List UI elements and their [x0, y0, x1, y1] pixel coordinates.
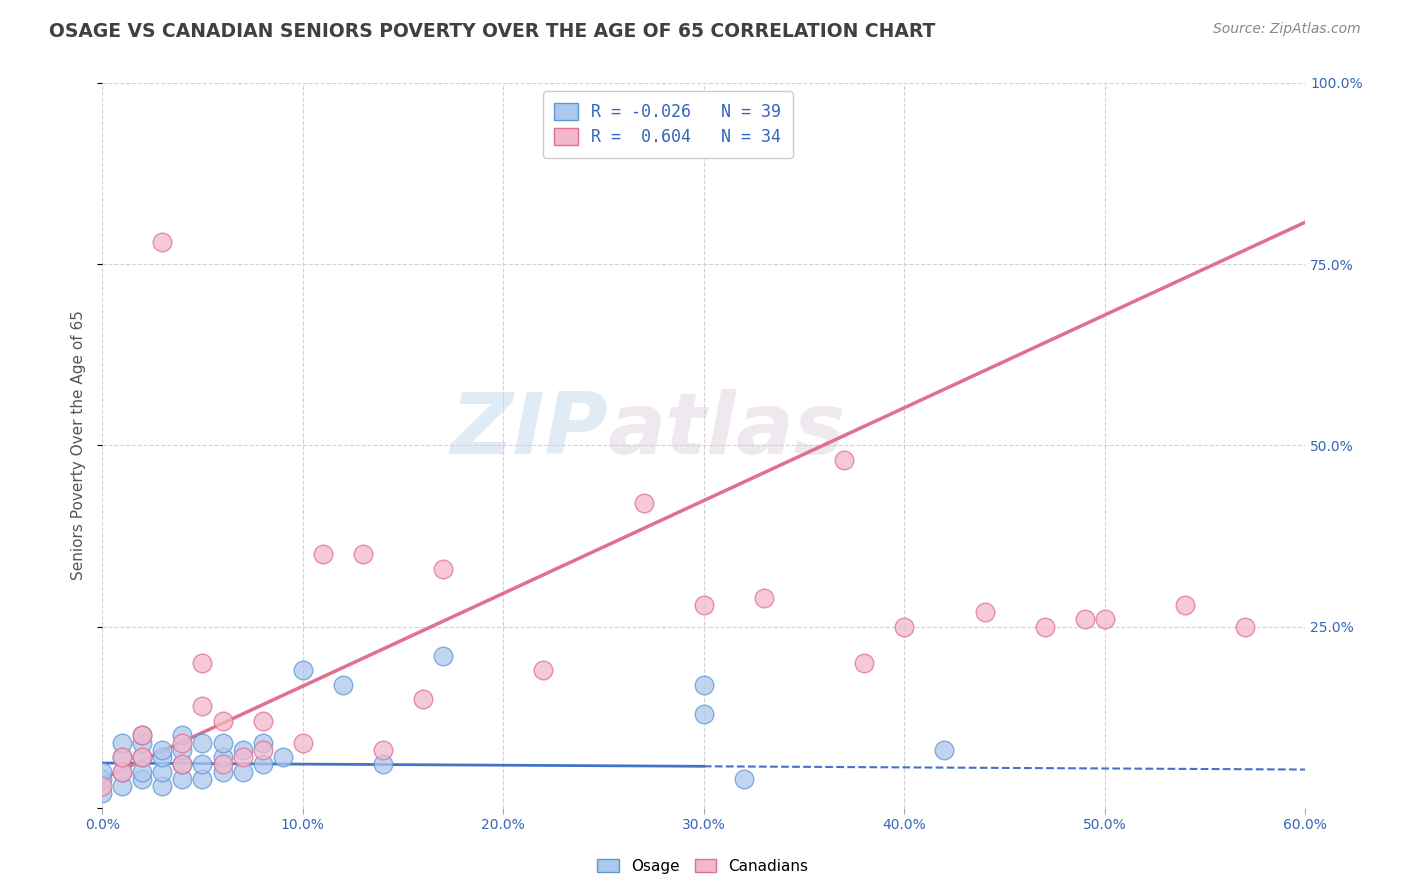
- Point: [412, 692, 434, 706]
- Point: [150, 764, 173, 779]
- Point: [973, 605, 995, 619]
- Point: [131, 736, 153, 750]
- Point: [131, 750, 153, 764]
- Y-axis label: Seniors Poverty Over the Age of 65: Seniors Poverty Over the Age of 65: [72, 310, 86, 581]
- Point: [752, 591, 775, 605]
- Point: [211, 736, 233, 750]
- Point: [271, 750, 294, 764]
- Point: [693, 706, 716, 721]
- Point: [1094, 612, 1116, 626]
- Point: [191, 656, 214, 670]
- Point: [111, 779, 134, 793]
- Point: [432, 648, 454, 663]
- Point: [172, 772, 194, 786]
- Point: [232, 743, 254, 757]
- Point: [131, 729, 153, 743]
- Point: [1234, 620, 1257, 634]
- Point: [131, 750, 153, 764]
- Point: [150, 743, 173, 757]
- Point: [150, 750, 173, 764]
- Point: [633, 496, 655, 510]
- Point: [91, 779, 114, 793]
- Point: [371, 743, 394, 757]
- Point: [1033, 620, 1056, 634]
- Point: [191, 757, 214, 772]
- Point: [111, 764, 134, 779]
- Text: atlas: atlas: [607, 390, 845, 473]
- Point: [172, 729, 194, 743]
- Point: [693, 598, 716, 612]
- Point: [211, 757, 233, 772]
- Point: [150, 235, 173, 250]
- Point: [211, 714, 233, 728]
- Point: [131, 729, 153, 743]
- Point: [531, 663, 554, 677]
- Point: [312, 547, 335, 561]
- Legend: Osage, Canadians: Osage, Canadians: [592, 853, 814, 880]
- Point: [371, 757, 394, 772]
- Point: [211, 750, 233, 764]
- Point: [252, 736, 274, 750]
- Point: [172, 757, 194, 772]
- Point: [111, 764, 134, 779]
- Point: [1074, 612, 1097, 626]
- Point: [91, 787, 114, 801]
- Point: [252, 757, 274, 772]
- Point: [432, 562, 454, 576]
- Point: [91, 764, 114, 779]
- Point: [150, 779, 173, 793]
- Point: [252, 743, 274, 757]
- Point: [934, 743, 956, 757]
- Point: [172, 736, 194, 750]
- Legend: R = -0.026   N = 39, R =  0.604   N = 34: R = -0.026 N = 39, R = 0.604 N = 34: [543, 91, 793, 158]
- Point: [191, 699, 214, 714]
- Text: Source: ZipAtlas.com: Source: ZipAtlas.com: [1213, 22, 1361, 37]
- Point: [832, 453, 855, 467]
- Point: [332, 678, 354, 692]
- Text: OSAGE VS CANADIAN SENIORS POVERTY OVER THE AGE OF 65 CORRELATION CHART: OSAGE VS CANADIAN SENIORS POVERTY OVER T…: [49, 22, 935, 41]
- Point: [172, 757, 194, 772]
- Text: ZIP: ZIP: [450, 390, 607, 473]
- Point: [172, 743, 194, 757]
- Point: [111, 750, 134, 764]
- Point: [232, 764, 254, 779]
- Point: [211, 764, 233, 779]
- Point: [111, 750, 134, 764]
- Point: [693, 678, 716, 692]
- Point: [853, 656, 876, 670]
- Point: [191, 772, 214, 786]
- Point: [291, 663, 314, 677]
- Point: [131, 772, 153, 786]
- Point: [232, 750, 254, 764]
- Point: [1174, 598, 1197, 612]
- Point: [111, 736, 134, 750]
- Point: [352, 547, 374, 561]
- Point: [191, 736, 214, 750]
- Point: [733, 772, 755, 786]
- Point: [91, 772, 114, 786]
- Point: [131, 764, 153, 779]
- Point: [893, 620, 915, 634]
- Point: [252, 714, 274, 728]
- Point: [291, 736, 314, 750]
